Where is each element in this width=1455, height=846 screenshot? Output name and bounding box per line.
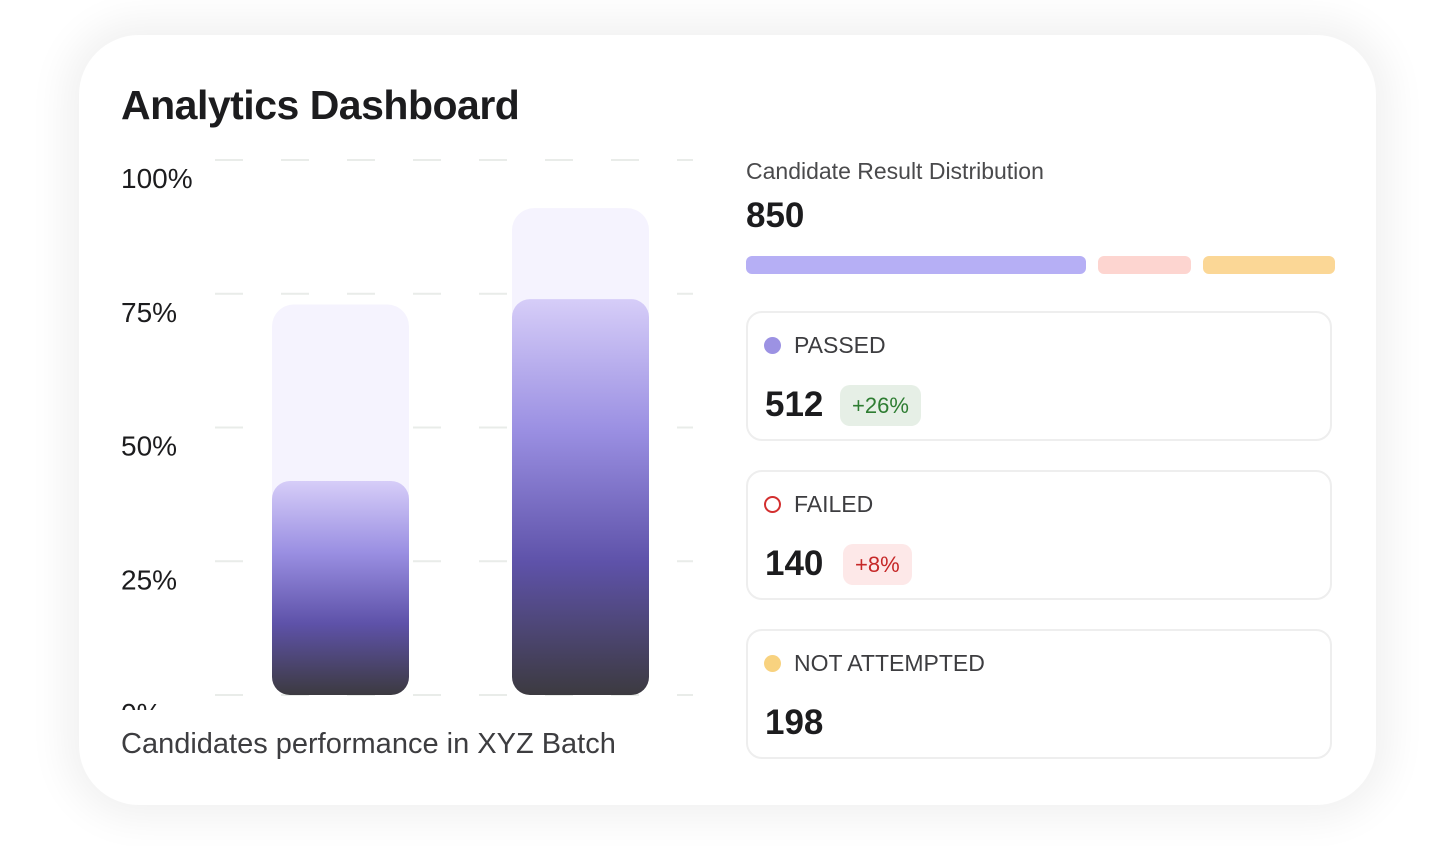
- stat-card-not-attempted: NOT ATTEMPTED 198: [746, 629, 1332, 759]
- stat-value: 198: [765, 703, 824, 742]
- stat-value: 140: [765, 544, 824, 583]
- change-badge: +8%: [843, 544, 912, 585]
- y-tick-label: 50%: [121, 431, 177, 462]
- bar: [272, 481, 409, 695]
- stat-label: NOT ATTEMPTED: [794, 650, 985, 676]
- page-title: Analytics Dashboard: [121, 82, 520, 128]
- stat-card-failed: FAILED 140 +8%: [746, 470, 1332, 600]
- distribution-total: 850: [746, 196, 805, 235]
- y-tick-label: 25%: [121, 564, 177, 595]
- y-tick-label: 100%: [121, 163, 193, 194]
- chart-caption: Candidates performance in XYZ Batch: [121, 728, 616, 760]
- stat-label: PASSED: [794, 332, 886, 358]
- change-badge: +26%: [840, 385, 921, 426]
- failed-dot-icon: [764, 496, 781, 513]
- stat-card-passed: PASSED 512 +26%: [746, 311, 1332, 441]
- bar-chart: 0% 25% 50% 75% 100%: [121, 159, 693, 710]
- distribution-segment-passed: [746, 256, 1087, 274]
- y-tick-label: 0%: [121, 698, 161, 710]
- stat-label: FAILED: [794, 491, 874, 517]
- distribution-title: Candidate Result Distribution: [746, 158, 1044, 184]
- distribution-segment-not_attempted: [1203, 256, 1335, 274]
- y-tick-label: 75%: [121, 297, 177, 328]
- not-attempted-dot-icon: [764, 655, 781, 672]
- distribution-segment-failed: [1098, 256, 1192, 274]
- passed-dot-icon: [764, 337, 781, 354]
- bar: [512, 299, 649, 695]
- stat-value: 512: [765, 385, 824, 424]
